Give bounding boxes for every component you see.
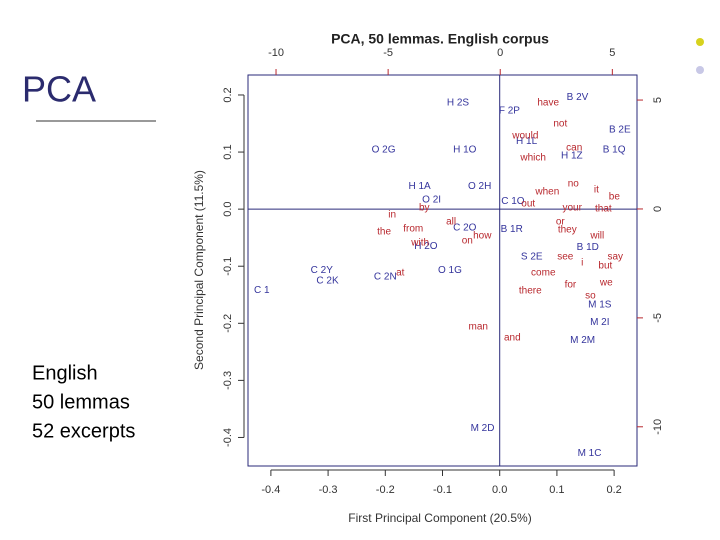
point-label: M 2D — [471, 423, 495, 434]
x-axis-label: First Principal Component (20.5%) — [348, 511, 531, 525]
point-label: come — [531, 268, 556, 279]
point-label: say — [607, 252, 623, 263]
point-label: that — [595, 204, 612, 215]
point-label: on — [462, 236, 473, 247]
y-tick-label: 0.1 — [222, 144, 234, 159]
x-tick-label: 0.1 — [549, 484, 564, 496]
point-label: i — [581, 258, 583, 269]
y-tick-label: -0.2 — [222, 314, 234, 333]
x-tick-label: 0.0 — [492, 484, 507, 496]
point-label: they — [558, 225, 577, 236]
y-tick-label: 0.2 — [222, 87, 234, 102]
point-label: all — [446, 217, 456, 228]
point-label: O 2I — [422, 195, 441, 206]
point-label: O 1G — [438, 265, 462, 276]
y-axis-label: Second Principal Component (11.5%) — [192, 170, 206, 370]
y2-tick-label: 0 — [652, 206, 664, 212]
x2-tick-label: -10 — [268, 47, 284, 59]
point-label: we — [599, 277, 613, 288]
point-label: at — [396, 268, 405, 279]
point-label: man — [469, 321, 488, 332]
point-label: C 1 — [254, 285, 270, 296]
point-label: how — [473, 231, 492, 242]
point-label: so — [585, 291, 596, 302]
y-tick-label: -0.4 — [222, 428, 234, 447]
y2-tick-label: -10 — [652, 419, 664, 435]
x2-tick-label: 0 — [497, 47, 503, 59]
point-label: C 2K — [316, 276, 339, 287]
point-label: no — [568, 179, 580, 190]
x2-tick-label: -5 — [383, 47, 393, 59]
point-label: B 2V — [567, 92, 589, 103]
x-tick-label: -0.4 — [261, 484, 280, 496]
point-label: when — [534, 187, 559, 198]
chart-title: PCA, 50 lemmas. English corpus — [331, 31, 549, 47]
point-label: S 2E — [521, 252, 543, 263]
point-label: in — [388, 210, 396, 221]
x-tick-label: 0.2 — [606, 484, 621, 496]
point-label: see — [557, 252, 574, 263]
decor-dot — [696, 66, 704, 74]
point-label: be — [609, 192, 621, 203]
x-tick-label: -0.2 — [376, 484, 395, 496]
y-tick-label: -0.3 — [222, 371, 234, 390]
point-label: H 1O — [453, 144, 477, 155]
point-label: H 1L — [516, 136, 538, 147]
point-label: B 1Q — [603, 144, 626, 155]
point-label: but — [598, 260, 612, 271]
point-label: M 2I — [590, 317, 609, 328]
point-label: B 2E — [609, 124, 631, 135]
point-label: there — [519, 286, 542, 297]
point-label: H 2S — [447, 98, 470, 109]
point-label: by — [419, 203, 430, 214]
decor-dot — [696, 38, 704, 46]
point-label: H 1A — [409, 181, 432, 192]
y2-tick-label: -5 — [652, 313, 664, 323]
point-label: H 1Z — [561, 151, 583, 162]
point-label: would — [511, 131, 538, 142]
point-label: not — [553, 119, 567, 130]
point-label: from — [403, 224, 423, 235]
point-label: F 2P — [499, 106, 520, 117]
note: English — [32, 362, 98, 384]
plot-frame — [247, 74, 638, 467]
x-tick-label: -0.1 — [433, 484, 452, 496]
point-label: B 1R — [501, 224, 523, 235]
note: 52 excerpts — [32, 420, 135, 442]
point-label: your — [562, 203, 582, 214]
point-label: C 2O — [453, 223, 477, 234]
point-label: will — [589, 231, 604, 242]
point-label: it — [594, 185, 599, 196]
point-label: for — [565, 280, 577, 291]
x-tick-label: -0.3 — [319, 484, 338, 496]
point-label: O 2G — [372, 144, 396, 155]
point-label: M 2M — [570, 335, 595, 346]
point-label: C 2Y — [311, 265, 334, 276]
point-label: have — [537, 98, 559, 109]
slide-title: PCA — [22, 69, 96, 110]
point-label: H 2O — [414, 241, 438, 252]
point-label: M 1C — [578, 448, 602, 459]
point-label: with — [410, 238, 429, 249]
point-label: and — [504, 333, 521, 344]
y-tick-label: 0.0 — [222, 201, 234, 216]
y2-tick-label: 5 — [652, 97, 664, 103]
note: 50 lemmas — [32, 391, 130, 413]
point-label: M 1S — [588, 300, 612, 311]
x2-tick-label: 5 — [609, 47, 615, 59]
point-label: the — [377, 227, 391, 238]
point-label: can — [566, 143, 582, 154]
point-label: C 2N — [374, 272, 397, 283]
y-tick-label: -0.1 — [222, 257, 234, 276]
point-label: O 2H — [468, 181, 491, 192]
point-label: out — [521, 199, 535, 210]
point-label: or — [556, 217, 566, 228]
point-label: B 1D — [577, 242, 599, 253]
point-label: which — [519, 153, 546, 164]
point-label: C 1O — [501, 196, 525, 207]
